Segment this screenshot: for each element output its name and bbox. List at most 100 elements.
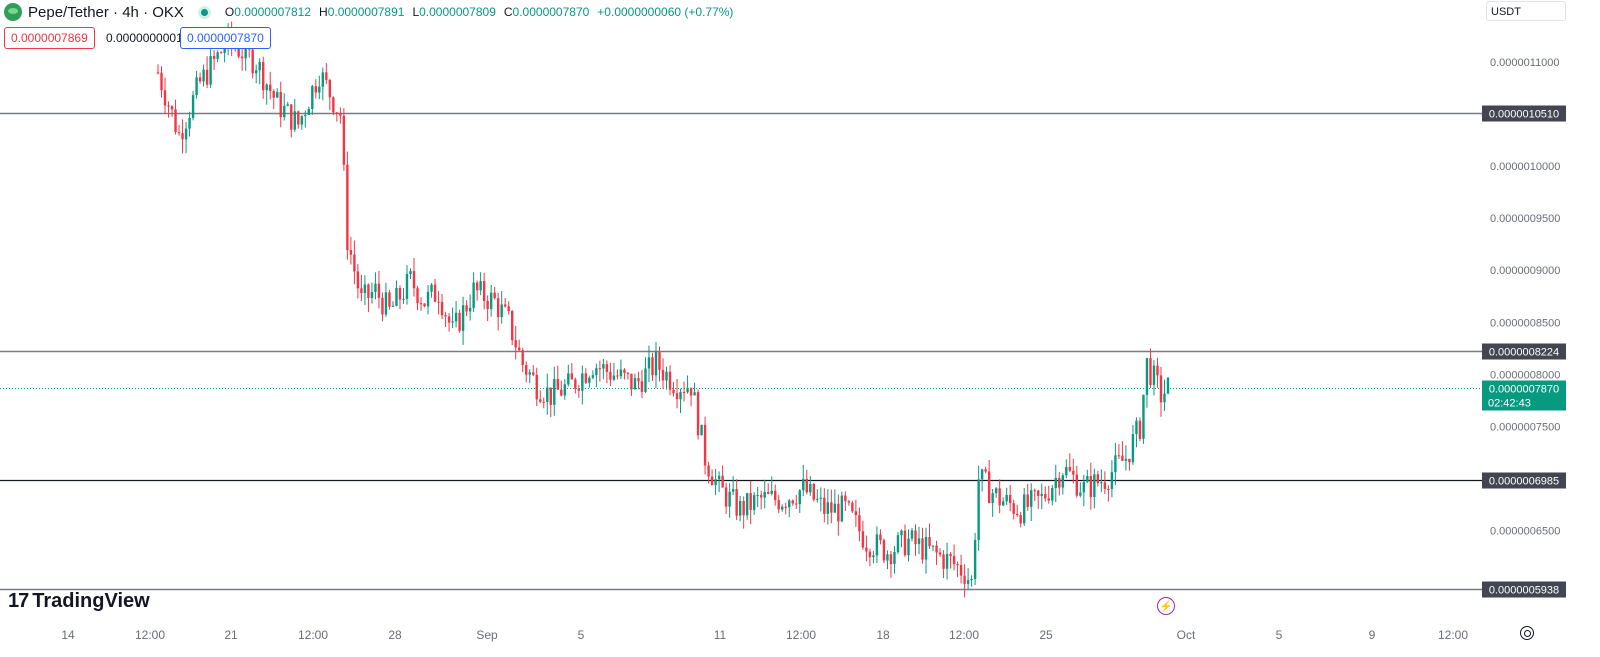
- level-label-text: 0.0000008224: [1489, 347, 1559, 359]
- gear-icon[interactable]: [1520, 626, 1534, 640]
- candle: [353, 240, 356, 285]
- candle: [847, 499, 851, 506]
- time-axis[interactable]: 14 12:00 21 12:00 28 Sep 5 11 12:00 18 12:00 25 Oct 5…: [61, 628, 1468, 642]
- candle: [251, 44, 254, 79]
- level-label-text: 0.0000006985: [1489, 476, 1559, 488]
- candle: [567, 364, 570, 387]
- candle: [728, 483, 731, 518]
- x-tick-label: 28: [388, 628, 402, 642]
- candle: [156, 64, 160, 75]
- ohlc-close: C0.0000007870: [503, 5, 590, 19]
- current-price-label: [1482, 380, 1566, 411]
- candle: [833, 489, 837, 513]
- candle: [689, 387, 693, 407]
- candle: [433, 278, 437, 303]
- candle: [924, 527, 928, 574]
- y-tick-label: 0.0000008500: [1490, 317, 1560, 329]
- candle: [980, 468, 984, 492]
- y-tick-label: 0.0000008000: [1490, 369, 1560, 381]
- horizontal-levels: [0, 112, 1482, 591]
- candle: [335, 111, 339, 122]
- candle: [1044, 486, 1047, 502]
- candle: [188, 111, 191, 137]
- candle: [479, 272, 482, 296]
- candle: [844, 491, 847, 512]
- candle: [994, 486, 998, 498]
- symbol-title[interactable]: Pepe/Tether · 4h · OKX: [28, 3, 184, 21]
- candle: [447, 313, 451, 332]
- candle: [269, 71, 272, 100]
- tradingview-logo[interactable]: 17 TradingView: [8, 590, 150, 613]
- candle: [1065, 459, 1068, 479]
- buy-price-button[interactable]: 0.0000007870: [180, 27, 271, 49]
- candle: [1131, 424, 1135, 465]
- candle: [465, 300, 468, 317]
- candle: [370, 282, 374, 304]
- candle: [174, 99, 177, 135]
- candle: [556, 365, 559, 390]
- candle: [426, 285, 430, 315]
- candle: [1058, 471, 1061, 496]
- candle: [805, 469, 808, 495]
- candle: [851, 500, 854, 514]
- candle: [177, 125, 181, 136]
- candle: [637, 371, 640, 390]
- candle: [489, 284, 493, 317]
- candle: [602, 358, 605, 380]
- candle: [959, 554, 963, 584]
- candle: [258, 58, 261, 85]
- candle: [977, 465, 980, 551]
- candle: [360, 274, 363, 302]
- candle: [405, 265, 409, 305]
- sell-price-button[interactable]: 0.0000007869: [4, 27, 95, 49]
- candle: [500, 290, 503, 324]
- candle: [461, 296, 465, 345]
- candle: [998, 479, 1001, 514]
- candle: [812, 482, 815, 502]
- candle: [493, 287, 496, 300]
- x-tick-label: 12:00: [298, 628, 328, 642]
- candle: [882, 538, 886, 564]
- currency-selector[interactable]: USDT: [1486, 1, 1566, 21]
- candle: [419, 297, 423, 311]
- level-label-text: 0.0000010510: [1489, 109, 1559, 121]
- candle: [963, 564, 966, 598]
- candle: [837, 494, 840, 536]
- x-tick-label: 18: [876, 628, 890, 642]
- candle: [328, 78, 332, 111]
- candle: [826, 489, 830, 525]
- candle: [879, 529, 882, 545]
- level-label: [1482, 581, 1566, 598]
- candle: [321, 67, 325, 101]
- tradingview-mark-icon: 17: [8, 590, 29, 612]
- candle: [1156, 357, 1159, 388]
- candle: [195, 70, 198, 99]
- candle: [198, 72, 202, 84]
- candle: [1124, 445, 1128, 471]
- candle: [647, 345, 651, 383]
- candle: [1152, 360, 1156, 396]
- candle: [675, 378, 679, 409]
- candle: [774, 484, 777, 506]
- candle: [630, 373, 633, 396]
- candle: [219, 51, 223, 54]
- candle: [896, 532, 900, 555]
- candle: [865, 535, 868, 562]
- candle: [1072, 458, 1075, 484]
- candle: [875, 526, 879, 563]
- lightning-icon[interactable]: ⚡: [1157, 597, 1175, 615]
- candlesticks: [156, 21, 1170, 598]
- candle: [437, 291, 440, 315]
- candle: [395, 280, 398, 307]
- candle: [458, 309, 461, 333]
- candle: [658, 346, 661, 382]
- candle: [686, 375, 689, 394]
- candle: [742, 496, 745, 529]
- price-axis[interactable]: 0.0000010510 0.0000008224 0.0000006985 0.00…: [1482, 57, 1566, 598]
- candle: [679, 388, 682, 414]
- candle: [563, 378, 567, 400]
- candle: [314, 79, 318, 99]
- candle: [791, 499, 794, 506]
- candle: [1121, 441, 1124, 462]
